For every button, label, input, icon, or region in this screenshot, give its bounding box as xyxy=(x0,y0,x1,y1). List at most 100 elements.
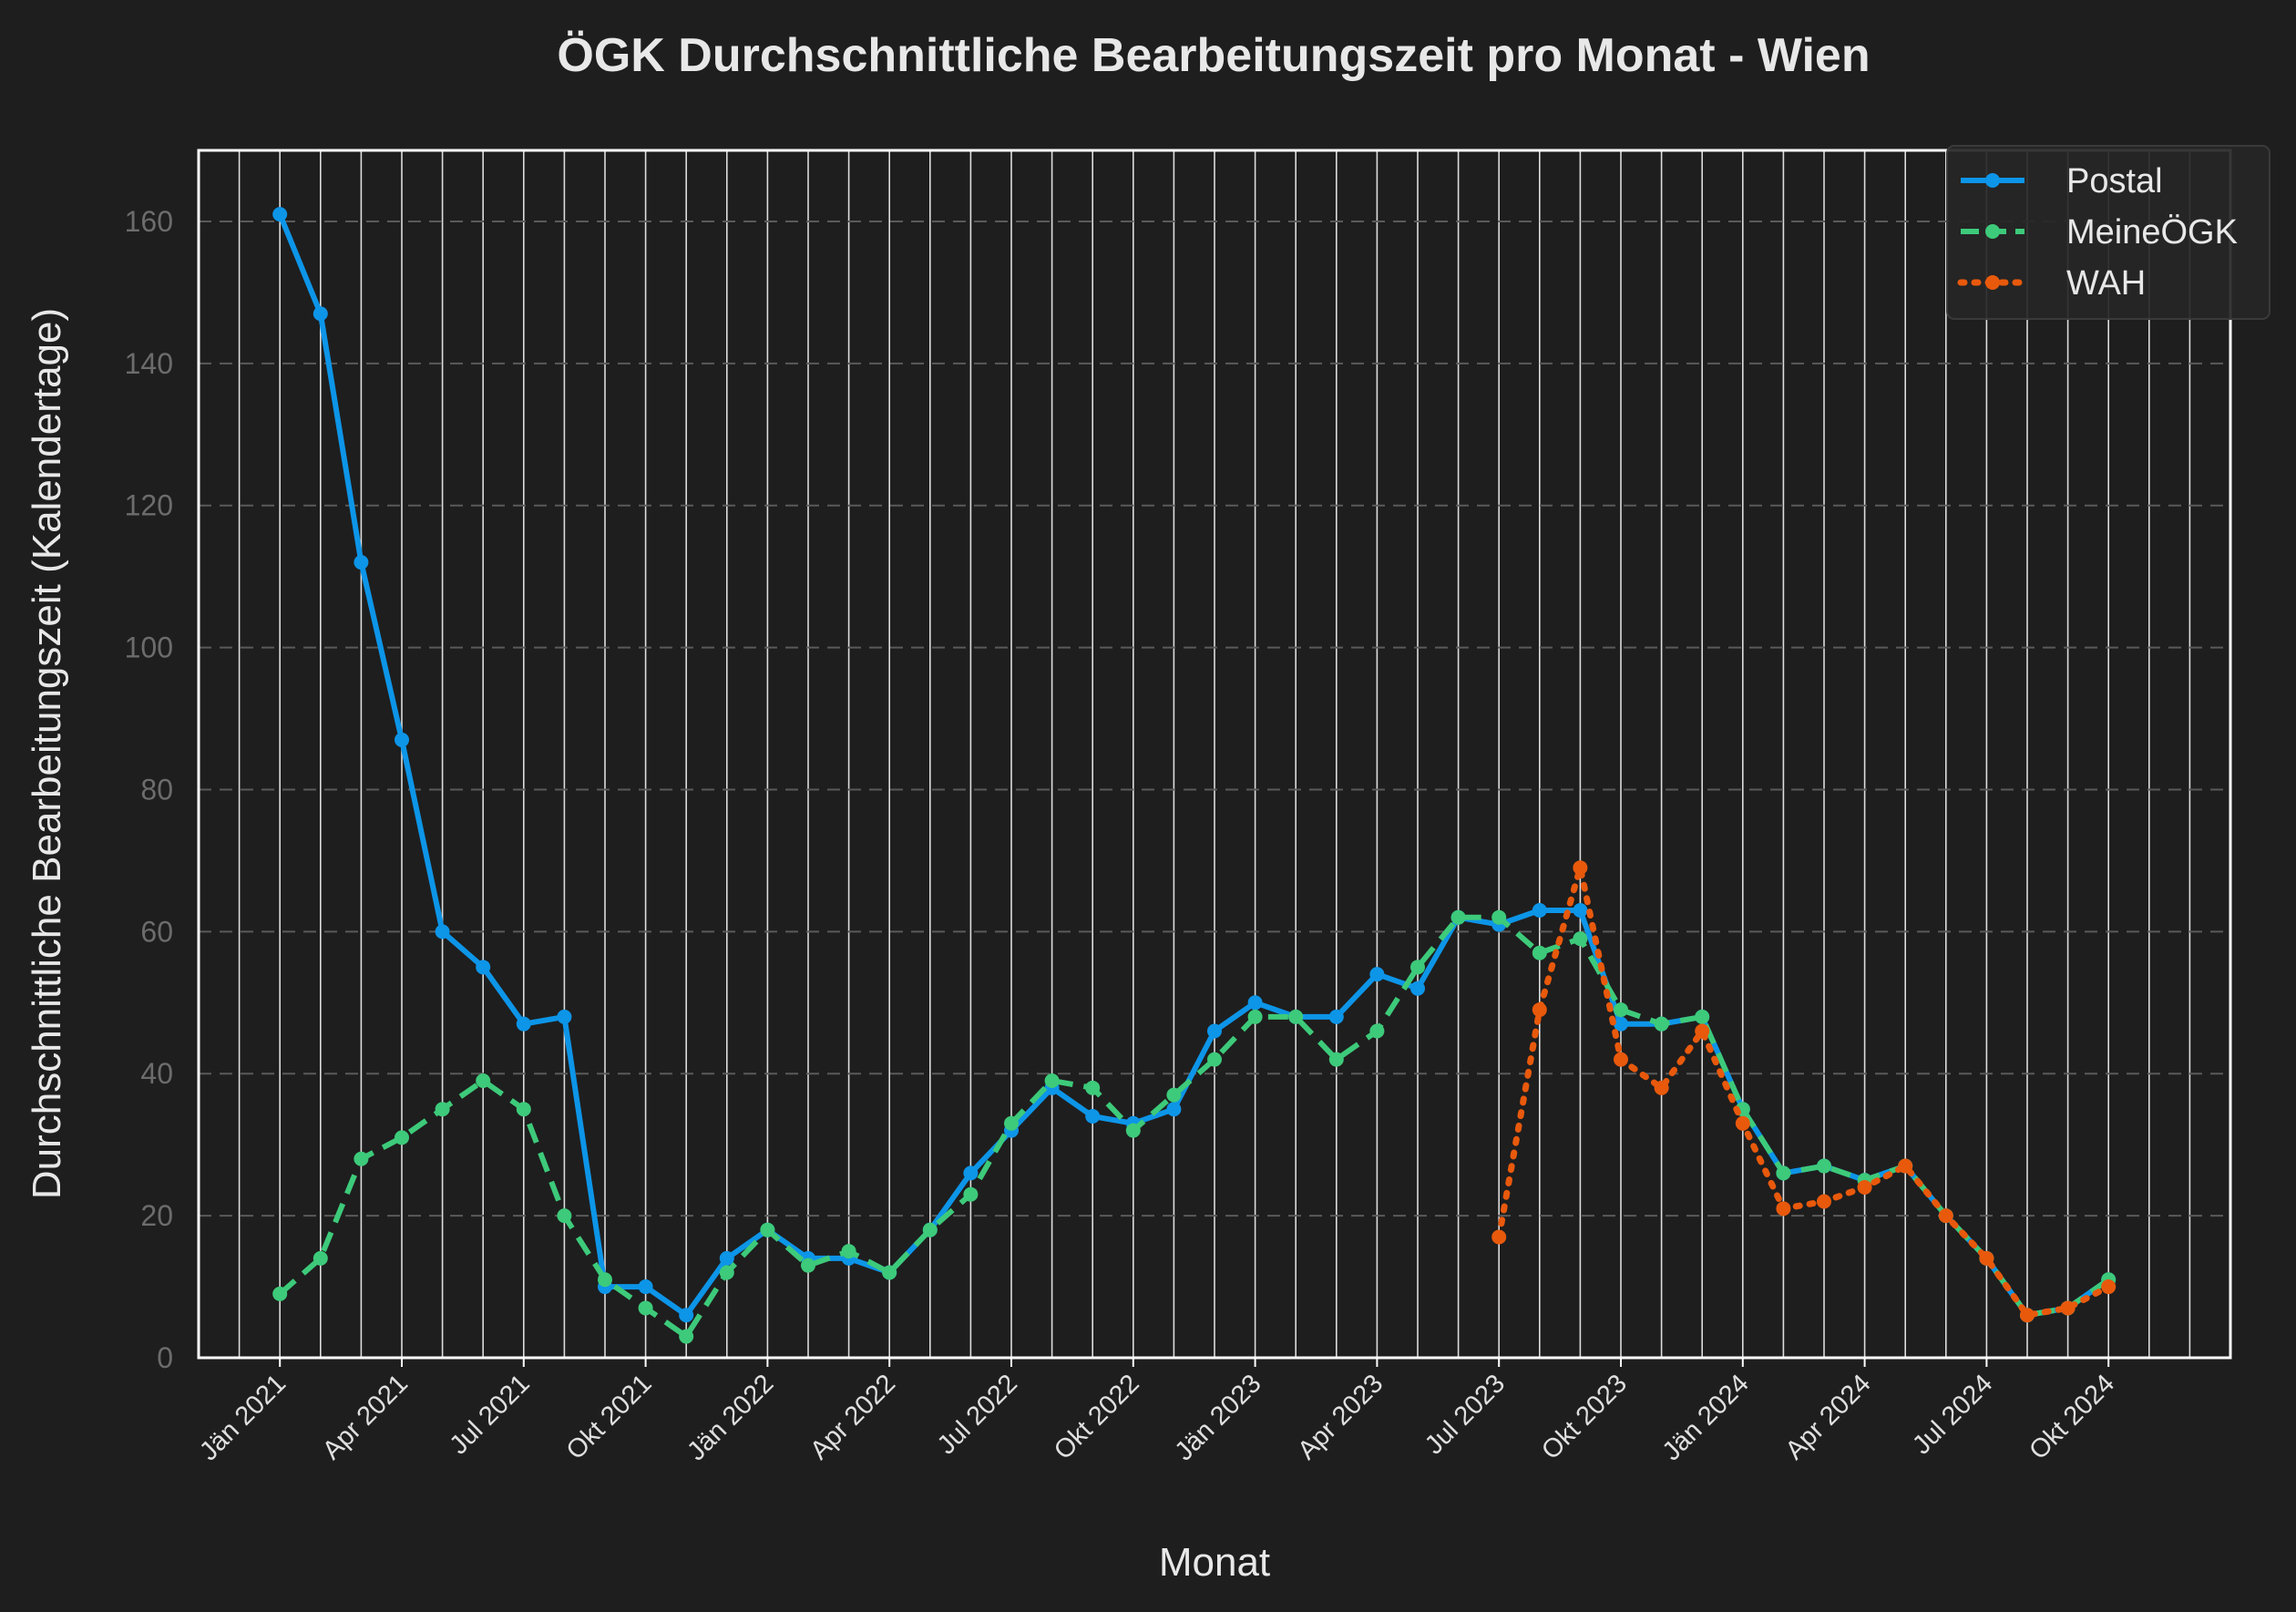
data-point xyxy=(1328,1009,1344,1024)
data-point xyxy=(1369,967,1385,982)
y-tick-label: 80 xyxy=(140,773,173,806)
y-tick-label: 120 xyxy=(125,489,173,522)
data-point xyxy=(1532,902,1547,918)
data-point xyxy=(1328,1052,1344,1067)
data-point xyxy=(1044,1073,1060,1089)
data-point xyxy=(557,1009,572,1024)
legend-label: WAH xyxy=(2066,264,2146,303)
data-point xyxy=(1085,1080,1101,1095)
data-point xyxy=(1776,1201,1791,1217)
data-point xyxy=(354,1151,369,1166)
data-point xyxy=(1166,1087,1182,1103)
y-tick-label: 40 xyxy=(140,1057,173,1090)
data-point xyxy=(1898,1158,1913,1174)
data-point xyxy=(1207,1023,1222,1039)
grid xyxy=(199,150,2230,1358)
legend-marker xyxy=(1985,173,2000,188)
data-point xyxy=(395,732,409,747)
data-point xyxy=(679,1308,694,1323)
x-axis-ticks: Jän 2021 Apr 2021 Jul 2021 Okt 2021 Jän 2022… xyxy=(194,1358,2120,1466)
data-point xyxy=(638,1300,653,1316)
series-lines xyxy=(272,207,2117,1344)
y-tick-label: 100 xyxy=(125,631,173,664)
data-point xyxy=(1450,909,1466,925)
x-tick-label: Apr 2023 xyxy=(1292,1369,1389,1465)
x-tick-label: Apr 2022 xyxy=(805,1369,901,1465)
data-point xyxy=(1614,1002,1628,1018)
data-point xyxy=(1735,1115,1750,1131)
data-point xyxy=(1004,1115,1019,1131)
data-point xyxy=(963,1165,979,1181)
data-point xyxy=(1817,1158,1831,1174)
x-tick-label: Jän 2024 xyxy=(1657,1369,1755,1466)
data-point xyxy=(963,1186,979,1202)
data-point xyxy=(1938,1208,1953,1224)
data-point xyxy=(1695,1009,1710,1024)
x-tick-label: Jul 2023 xyxy=(1420,1369,1511,1460)
legend: Postal MeineÖGK WAH xyxy=(1946,145,2270,320)
data-point xyxy=(1695,1023,1710,1039)
data-point xyxy=(516,1102,531,1117)
y-tick-label: 140 xyxy=(125,347,173,380)
data-point xyxy=(1979,1250,1994,1266)
series-postal xyxy=(272,207,2117,1323)
data-point xyxy=(272,207,288,222)
y-tick-label: 60 xyxy=(140,915,173,948)
data-point xyxy=(1247,1009,1263,1024)
data-point xyxy=(760,1222,775,1237)
plot-area-frame xyxy=(197,149,2232,1360)
data-point xyxy=(922,1222,938,1237)
x-tick-label: Okt 2021 xyxy=(561,1369,658,1465)
series-line xyxy=(1495,864,2112,1319)
data-point xyxy=(1247,995,1263,1011)
x-tick-label: Jän 2023 xyxy=(1170,1369,1267,1466)
data-point xyxy=(1125,1123,1141,1138)
x-axis-label: Monat xyxy=(1159,1540,1270,1585)
x-tick-label: Jul 2024 xyxy=(1907,1369,1998,1460)
series-wah xyxy=(1491,860,2117,1323)
x-tick-label: Apr 2021 xyxy=(317,1369,414,1465)
y-tick-label: 0 xyxy=(157,1341,173,1374)
data-point xyxy=(719,1265,734,1280)
data-point xyxy=(395,1130,409,1145)
data-point xyxy=(1614,1016,1628,1032)
legend-box xyxy=(1946,145,2270,320)
data-point xyxy=(1491,909,1507,925)
x-tick-label: Jul 2022 xyxy=(932,1369,1023,1460)
y-tick-label: 20 xyxy=(140,1199,173,1232)
x-tick-label: Jul 2021 xyxy=(445,1369,536,1460)
x-tick-label: Apr 2024 xyxy=(1780,1369,1877,1465)
data-point xyxy=(354,555,369,570)
series-line xyxy=(278,914,2110,1340)
data-point xyxy=(1654,1016,1669,1032)
legend-label: Postal xyxy=(2066,162,2163,200)
data-point xyxy=(2020,1308,2035,1323)
data-point xyxy=(882,1265,897,1280)
data-point xyxy=(1410,960,1425,975)
data-point xyxy=(313,1250,328,1266)
data-point xyxy=(272,1286,288,1301)
data-point xyxy=(1207,1052,1222,1067)
data-point xyxy=(841,1244,856,1259)
data-point xyxy=(476,960,491,975)
data-point xyxy=(1573,902,1588,918)
legend-label: MeineÖGK xyxy=(2066,213,2238,252)
x-tick-label: Okt 2023 xyxy=(1536,1369,1633,1465)
x-tick-label: Jän 2022 xyxy=(682,1369,779,1466)
data-point xyxy=(1288,1009,1304,1024)
data-point xyxy=(2060,1300,2076,1316)
data-point xyxy=(1532,1002,1547,1018)
data-point xyxy=(638,1279,653,1295)
data-point xyxy=(1776,1165,1791,1181)
series-meine-gk xyxy=(272,909,2117,1344)
data-point xyxy=(313,306,328,322)
y-tick-label: 160 xyxy=(125,205,173,238)
data-point xyxy=(1410,981,1425,996)
data-point xyxy=(435,1102,450,1117)
data-point xyxy=(1654,1080,1669,1095)
x-tick-label: Jän 2021 xyxy=(194,1369,292,1466)
data-point xyxy=(557,1208,572,1224)
data-point xyxy=(476,1073,491,1089)
data-point xyxy=(1573,860,1588,876)
